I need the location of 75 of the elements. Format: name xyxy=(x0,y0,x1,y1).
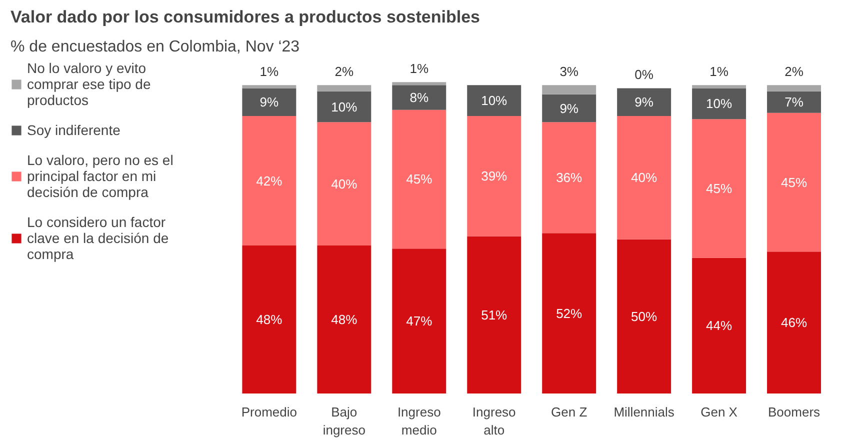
bar xyxy=(242,85,296,88)
data-label: 45% xyxy=(406,172,433,187)
data-label: 3% xyxy=(560,64,579,79)
x-tick-label: Boomers xyxy=(768,404,821,420)
data-label: 8% xyxy=(410,90,429,105)
legend-label: Lo considero un factor clave en la decisión de compra xyxy=(27,214,169,262)
data-label: 51% xyxy=(481,307,508,322)
bar xyxy=(542,122,596,234)
data-label: 42% xyxy=(256,173,283,188)
data-label: 1% xyxy=(260,64,280,79)
x-tick-label: Ingreso alto xyxy=(472,404,516,438)
bar xyxy=(467,236,522,394)
bar xyxy=(317,122,372,246)
data-label: 40% xyxy=(331,176,358,192)
data-label: 45% xyxy=(781,174,808,190)
bar xyxy=(542,85,596,94)
bar xyxy=(767,91,822,113)
bar xyxy=(392,248,446,394)
data-label: 2% xyxy=(334,64,354,79)
bar xyxy=(617,116,672,240)
legend-label: Lo valoro, pero no es el principal factor en mi decisión de compra xyxy=(27,152,174,200)
bar xyxy=(617,239,672,394)
data-label: 39% xyxy=(481,168,508,184)
bar xyxy=(317,246,372,394)
x-tick-label: Bajo ingreso xyxy=(322,404,366,438)
data-label: 47% xyxy=(406,314,433,329)
data-label: 10% xyxy=(331,99,358,114)
bar xyxy=(692,88,746,120)
data-label: 44% xyxy=(706,318,732,334)
data-label: 40% xyxy=(631,170,658,186)
data-label: 0% xyxy=(634,67,654,82)
legend-label: Soy indiferente xyxy=(27,122,120,138)
data-label: 1% xyxy=(410,60,429,76)
chart-subtitle: % de encuestados en Colombia, Nov ‘23 xyxy=(10,38,300,56)
bar xyxy=(767,112,822,252)
bar xyxy=(767,252,822,394)
data-label: 46% xyxy=(781,315,808,330)
bar xyxy=(467,116,522,236)
data-label: 7% xyxy=(784,94,804,110)
bar xyxy=(317,91,372,122)
chart-title: Valor dado por los consumidores a productos sostenibles xyxy=(10,8,480,26)
x-tick-label: Gen X xyxy=(700,404,738,420)
data-label: 10% xyxy=(706,96,732,112)
data-label: 9% xyxy=(634,94,654,110)
bar xyxy=(542,233,596,394)
bar xyxy=(242,88,296,116)
data-label: 36% xyxy=(556,170,583,186)
data-label: 50% xyxy=(631,308,658,324)
bar xyxy=(692,85,746,88)
data-label: 10% xyxy=(481,93,508,108)
x-tick-label: Millennials xyxy=(614,404,675,420)
x-tick-label: Gen Z xyxy=(551,404,588,420)
bar xyxy=(392,110,446,249)
bar xyxy=(392,82,446,86)
data-label: 9% xyxy=(260,94,280,110)
data-label: 1% xyxy=(710,64,729,79)
bar xyxy=(242,246,296,394)
bar xyxy=(542,94,596,122)
data-label: 52% xyxy=(556,306,583,321)
bar xyxy=(317,85,372,92)
bar xyxy=(392,85,446,110)
bar xyxy=(692,258,746,394)
bar xyxy=(242,116,296,246)
legend-label: No lo valoro y evito comprar ese tipo de productos xyxy=(27,60,151,108)
bar xyxy=(692,119,746,258)
bar xyxy=(617,88,672,116)
data-label: 48% xyxy=(331,312,358,327)
data-label: 48% xyxy=(256,312,283,327)
x-tick-label: Promedio xyxy=(241,404,297,420)
data-label: 45% xyxy=(706,180,732,196)
bar xyxy=(767,85,822,92)
x-tick-label: Ingreso medio xyxy=(397,404,441,438)
data-label: 2% xyxy=(784,64,804,79)
bar xyxy=(467,85,522,116)
data-label: 9% xyxy=(560,100,579,116)
